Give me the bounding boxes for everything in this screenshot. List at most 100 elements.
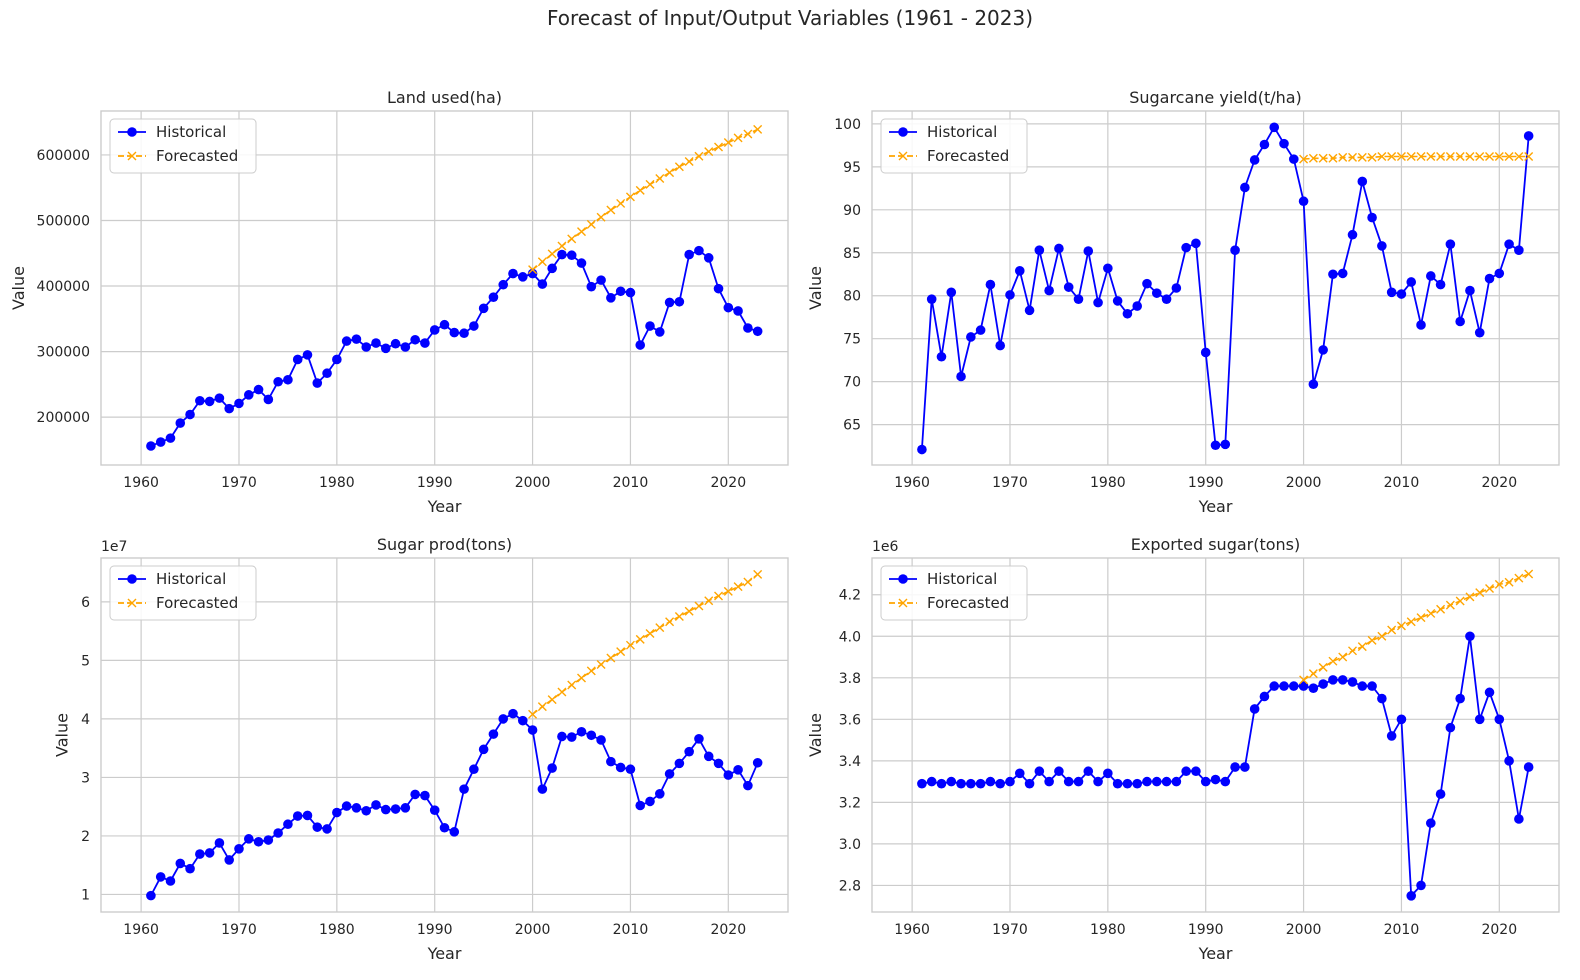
data-point [1151, 288, 1162, 298]
x-tick-label: 1970 [221, 475, 257, 491]
data-point [665, 617, 675, 627]
data-point [694, 734, 704, 744]
x-tick-label: 1990 [417, 922, 453, 938]
data-point [273, 828, 283, 838]
data-point [753, 124, 763, 134]
data-point [615, 762, 626, 773]
data-point [292, 811, 303, 821]
data-point [185, 409, 195, 420]
data-point [1142, 776, 1152, 787]
x-tick-label: 2020 [1481, 475, 1517, 491]
x-tick-label: 1970 [221, 922, 257, 938]
series-historical [146, 245, 763, 451]
data-point [1485, 584, 1495, 594]
data-point [1348, 152, 1358, 162]
data-point [1142, 278, 1152, 289]
data-point [253, 384, 264, 395]
data-point [1034, 245, 1045, 255]
data-point [263, 394, 274, 405]
data-point [1298, 196, 1309, 207]
data-point [1308, 153, 1318, 163]
data-point [946, 287, 957, 298]
data-point [1367, 681, 1377, 691]
data-point [1406, 617, 1416, 627]
data-point [586, 219, 596, 229]
data-point [1426, 152, 1436, 162]
data-point [527, 725, 538, 735]
data-point [488, 292, 499, 302]
data-point [1249, 155, 1260, 165]
data-point [469, 764, 479, 775]
data-point [1308, 669, 1318, 679]
data-point [155, 437, 166, 447]
data-point [752, 326, 763, 337]
data-point [547, 763, 557, 773]
data-point [926, 776, 937, 787]
data-point [645, 321, 655, 331]
series-forecasted [1299, 152, 1534, 164]
data-point [1435, 279, 1446, 290]
data-point [488, 729, 499, 739]
data-point [664, 769, 675, 779]
data-point [1073, 776, 1084, 787]
legend-marker [898, 127, 908, 137]
data-point [1377, 152, 1387, 162]
data-point [322, 368, 332, 379]
y-axis-label: Value [52, 713, 71, 757]
data-point [1455, 152, 1465, 162]
data-point [1338, 652, 1348, 662]
y-tick-label: 6 [81, 595, 90, 611]
data-point [204, 848, 215, 858]
data-point [1269, 122, 1280, 133]
data-point [586, 281, 597, 292]
axes-frame [100, 110, 789, 466]
data-point [469, 321, 479, 331]
data-point [1455, 693, 1465, 704]
data-point [1103, 768, 1113, 779]
data-point [1367, 212, 1377, 223]
data-point [674, 758, 685, 769]
data-point [1367, 152, 1377, 162]
data-point [1445, 239, 1456, 249]
series-forecasted [528, 569, 763, 719]
x-tick-label: 2000 [1286, 922, 1322, 938]
data-point [1161, 294, 1172, 304]
data-point [1425, 818, 1436, 828]
data-point [1514, 814, 1524, 824]
data-point [1083, 766, 1094, 777]
y-axis-label: Value [806, 266, 825, 310]
data-point [1161, 776, 1172, 787]
data-point [1063, 776, 1074, 787]
y-axis-label: Value [806, 713, 825, 757]
data-point [1132, 301, 1143, 311]
subplot-title: Land used(ha) [387, 88, 502, 107]
data-point [557, 687, 567, 697]
data-point [1377, 241, 1387, 251]
data-point [625, 640, 635, 650]
y-tick-label: 4.2 [839, 588, 861, 604]
data-point [1455, 316, 1465, 327]
data-point [1406, 277, 1417, 287]
data-point [917, 778, 927, 789]
data-point [1259, 139, 1270, 150]
legend-label: Historical [156, 570, 226, 588]
data-point [596, 735, 606, 745]
data-point [1475, 152, 1485, 162]
legend-marker [127, 598, 137, 608]
data-point [1445, 722, 1456, 733]
series-line [1303, 155, 1529, 160]
data-point [508, 708, 518, 719]
x-tick-label: 2000 [1286, 475, 1322, 491]
data-point [674, 612, 684, 622]
y-tick-label: 80 [843, 289, 861, 305]
data-point [263, 835, 274, 845]
data-point [1181, 766, 1191, 777]
data-point [733, 306, 743, 316]
data-point [1093, 297, 1103, 308]
data-point [1523, 762, 1534, 772]
data-point [743, 323, 753, 333]
data-point [743, 129, 753, 139]
data-point [645, 179, 655, 189]
y-tick-label: 65 [843, 418, 861, 434]
x-tick-label: 2020 [710, 922, 746, 938]
